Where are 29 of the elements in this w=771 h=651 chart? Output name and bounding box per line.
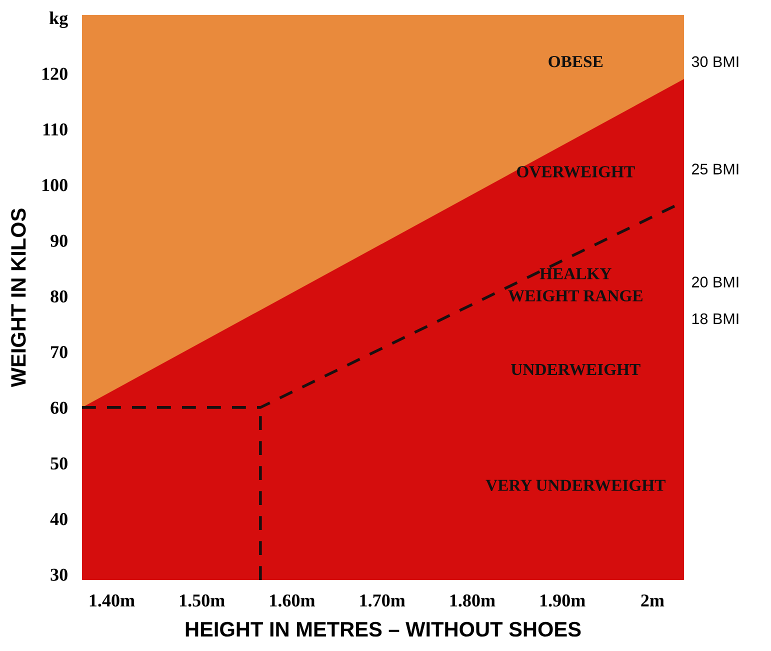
text: 25 BMI [692, 164, 738, 174]
x-tick-label: 1.80m [450, 594, 496, 607]
x-tick-label: 2m [641, 594, 664, 606]
annotation: UNDERWEIGHT [511, 364, 640, 376]
y-tick-label: 80 [50, 290, 68, 303]
y-tick-label: 90 [50, 234, 68, 247]
text: 20 BMI [692, 276, 738, 288]
y-tick-label: 110 [43, 123, 68, 136]
text: 18 BMI [692, 313, 738, 324]
y-tick-label: 100 [42, 179, 68, 192]
annotation: VERY UNDERWEIGHT [486, 480, 666, 492]
x-tick-label: 1.90m [540, 594, 586, 607]
y-tick-label: 70 [51, 346, 68, 358]
y-tick-label: kg [49, 12, 68, 28]
x-tick-label: 1.50m [180, 594, 225, 607]
x-tick-label: 1.60m [270, 594, 315, 607]
y-tick-label: 120 [42, 68, 68, 80]
x-tick-label: 1.40m [90, 594, 135, 607]
y-tick-label: 60 [50, 402, 68, 414]
x-axis-title: HEIGHT IN METRES – WITHOUT SHOES [186, 622, 581, 637]
annotation: HEALKY WEIGHT RANGE [508, 268, 642, 302]
y-tick-label: 40 [50, 513, 68, 526]
y-axis-title: WEIGHT IN KILOS [11, 208, 26, 388]
annotation: OVERWEIGHT [517, 166, 635, 178]
y-tick-label: 30 [50, 568, 68, 581]
x-tick-label: 1.70m [360, 594, 406, 607]
y-tick-label: 50 [50, 457, 68, 470]
text: 30 BMI [692, 56, 738, 68]
annotation: OBESE [548, 56, 603, 68]
